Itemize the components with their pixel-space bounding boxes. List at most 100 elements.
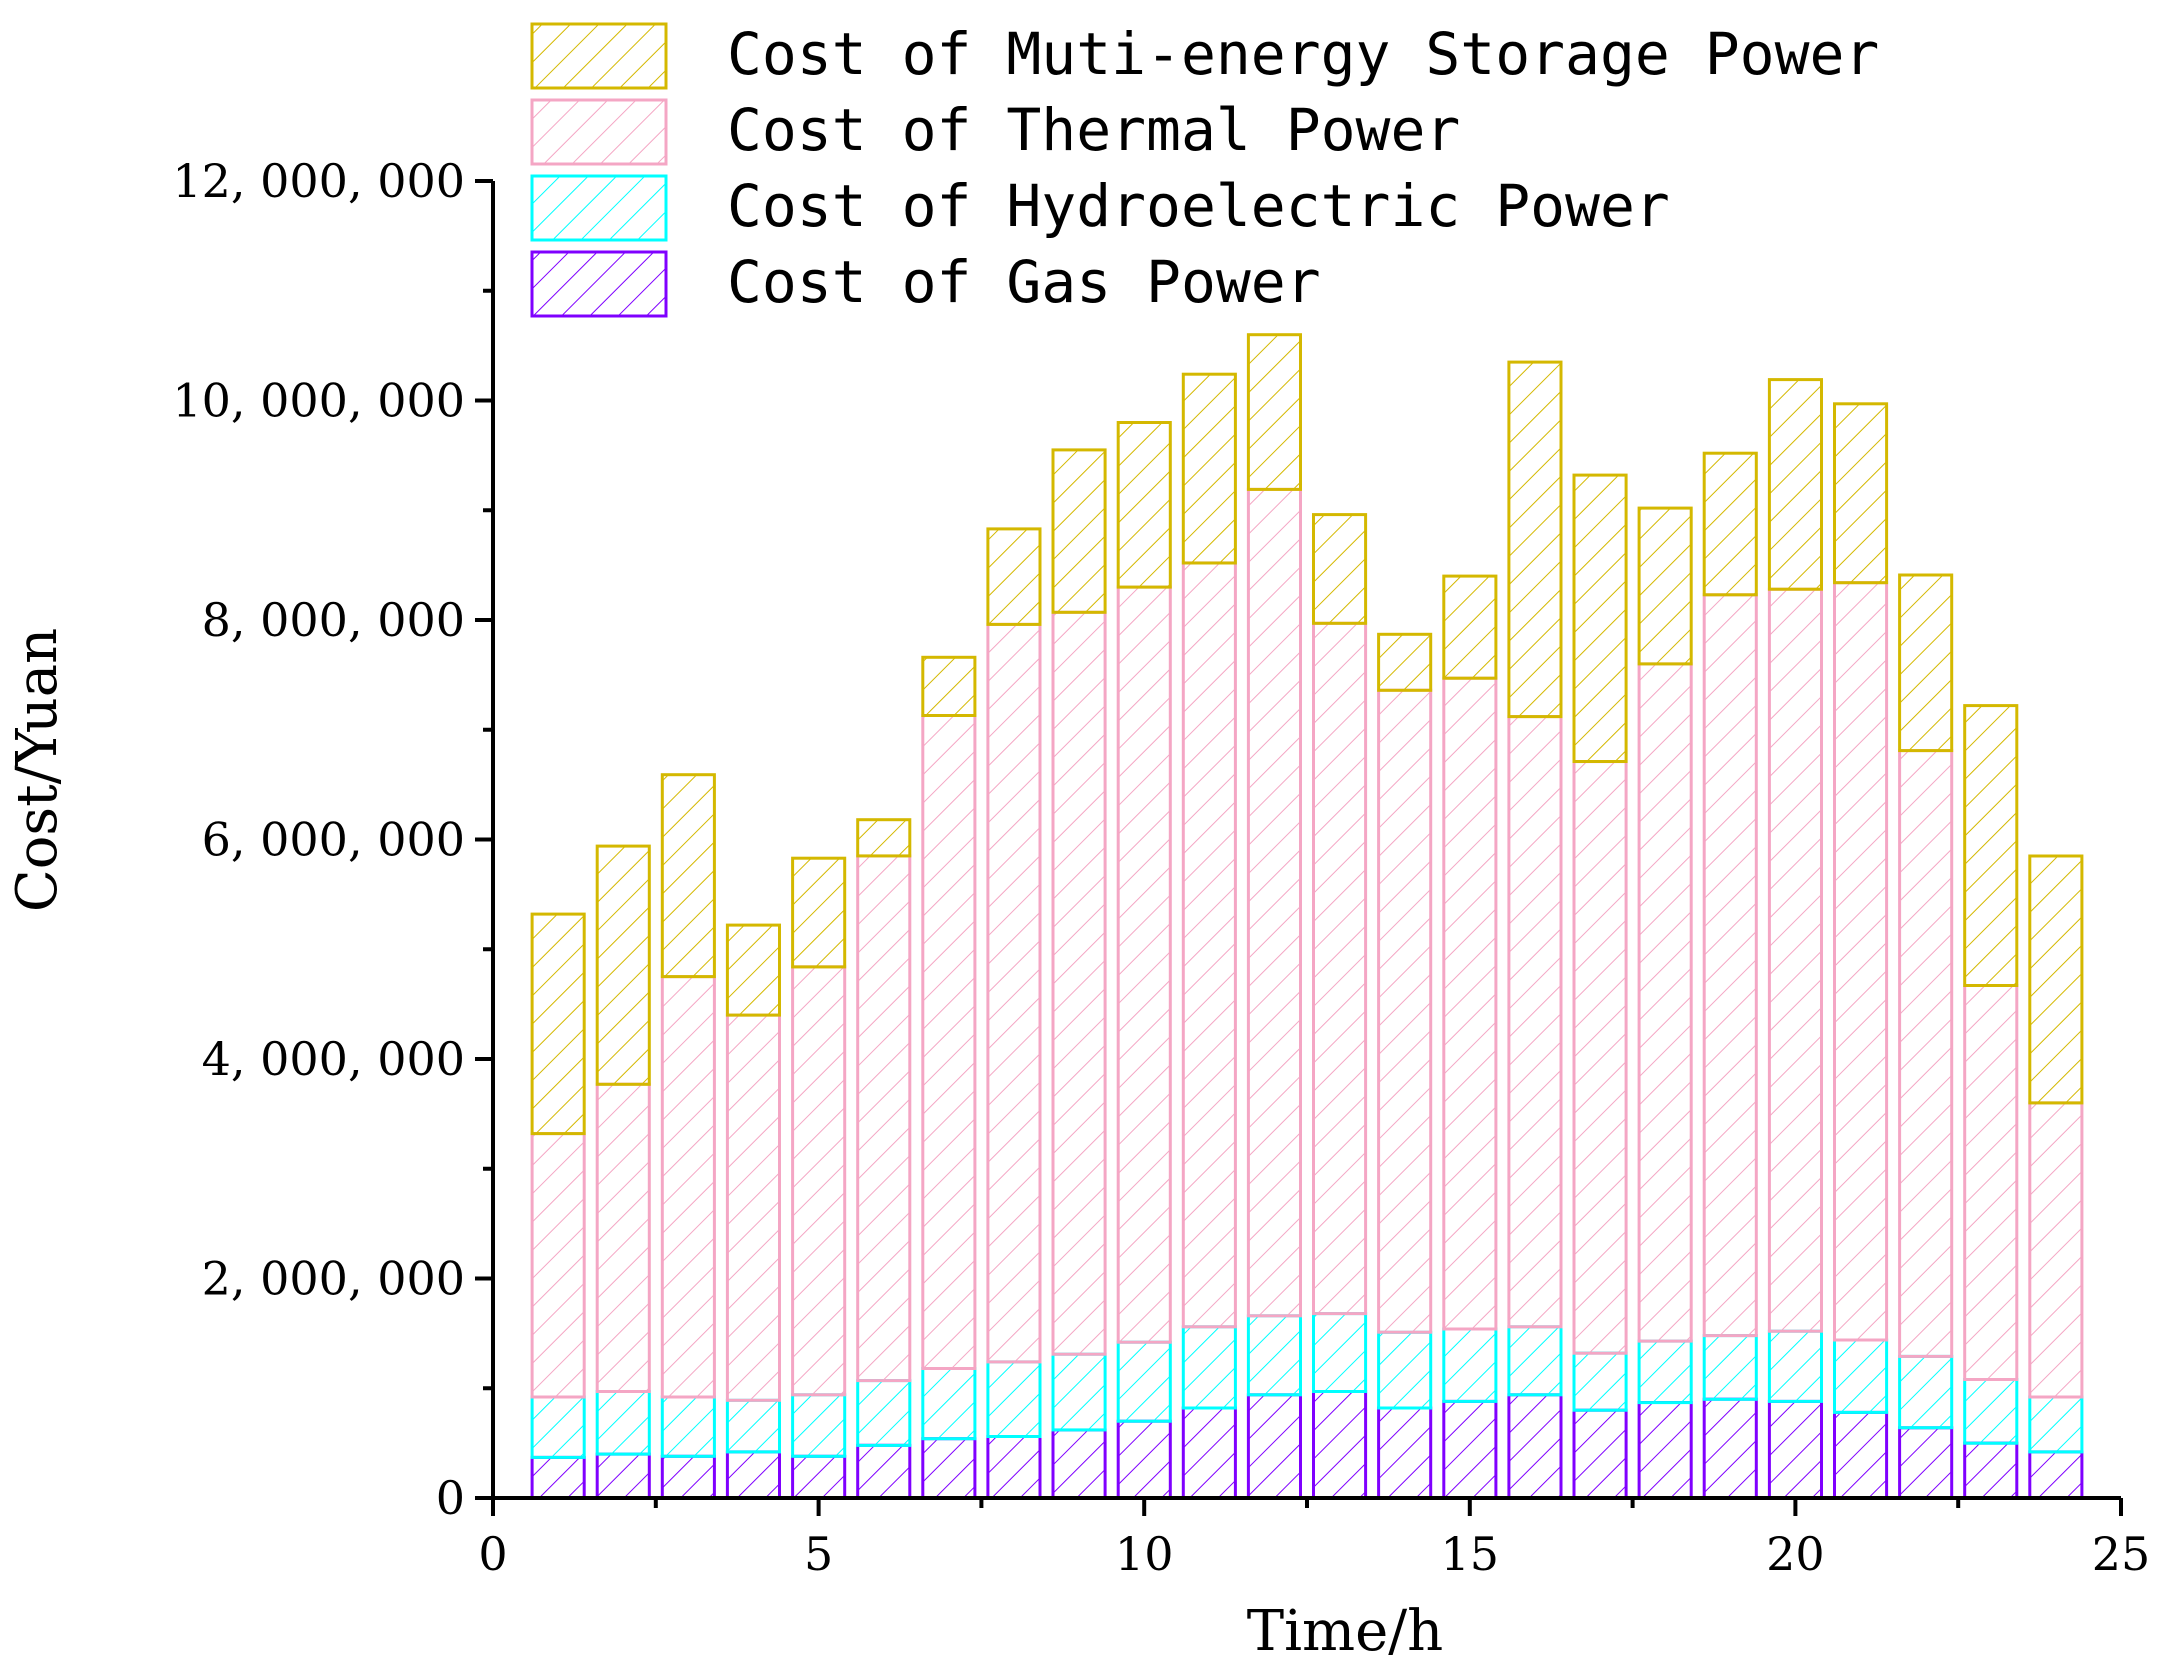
bar-segment-5-series-0 — [791, 1454, 847, 1500]
bar-segment-14-series-1 — [1377, 1330, 1433, 1410]
bar-segment-6-series-2 — [856, 854, 912, 1383]
bar-segment-8-series-0 — [986, 1435, 1042, 1500]
legend-label: Cost of Thermal Power — [727, 96, 1460, 164]
x-tick-label: 25 — [2092, 1527, 2151, 1581]
bar-segment-3-series-1 — [660, 1395, 716, 1458]
bar-segment-4-series-3 — [725, 923, 782, 1017]
bar-segment-11-series-2 — [1181, 561, 1237, 1329]
bar-segment-21-series-3 — [1833, 402, 1889, 585]
bar-segment-10-series-2 — [1116, 585, 1172, 1344]
y-tick-label: 10, 000, 000 — [172, 374, 465, 428]
bar-segment-4-series-0 — [725, 1450, 782, 1500]
bar-segment-15-series-0 — [1442, 1399, 1498, 1500]
bar-segment-16-series-1 — [1507, 1325, 1563, 1397]
legend-swatch — [530, 250, 668, 318]
bar-segment-17-series-1 — [1572, 1351, 1628, 1412]
bar-segment-16-series-3 — [1507, 360, 1563, 719]
bar-segment-13-series-2 — [1312, 621, 1368, 1316]
bar-segment-2-series-0 — [595, 1452, 651, 1500]
bar-segment-19-series-1 — [1702, 1334, 1758, 1401]
bar-segment-1-series-0 — [530, 1455, 586, 1500]
legend-swatch — [530, 174, 668, 242]
bar-segment-8-series-1 — [986, 1360, 1042, 1439]
legend-label: Cost of Gas Power — [727, 248, 1321, 316]
y-tick-label: 8, 000, 000 — [202, 593, 465, 647]
bar-segment-12-series-1 — [1246, 1314, 1303, 1397]
bar-segment-13-series-1 — [1312, 1312, 1368, 1393]
bar-segment-10-series-1 — [1116, 1340, 1172, 1423]
bar-segment-17-series-0 — [1572, 1408, 1628, 1500]
bar-segment-23-series-3 — [1963, 704, 2019, 987]
bar-segment-4-series-1 — [725, 1398, 782, 1454]
x-tick-label: 0 — [478, 1527, 507, 1581]
bar-segment-23-series-0 — [1963, 1441, 2019, 1500]
bar-segment-17-series-3 — [1572, 473, 1628, 763]
y-tick-label: 2, 000, 000 — [202, 1252, 465, 1306]
y-tick-label: 4, 000, 000 — [202, 1032, 465, 1086]
bar-segment-20-series-3 — [1767, 378, 1824, 591]
bar-segment-20-series-0 — [1767, 1399, 1824, 1500]
legend-label: Cost of Muti-energy Storage Power — [727, 20, 1879, 88]
bar-segment-14-series-2 — [1377, 688, 1433, 1334]
bar-segment-22-series-3 — [1898, 573, 1954, 753]
bar-segment-21-series-0 — [1833, 1410, 1889, 1500]
x-tick-label: 20 — [1766, 1527, 1825, 1581]
bar-segment-2-series-3 — [595, 844, 651, 1086]
bar-segment-19-series-0 — [1702, 1397, 1758, 1500]
legend-swatch — [530, 22, 668, 90]
y-tick-label: 12, 000, 000 — [172, 154, 465, 208]
bar-segment-12-series-0 — [1246, 1393, 1303, 1500]
bar-segment-14-series-3 — [1377, 632, 1433, 692]
bar-segment-5-series-2 — [791, 965, 847, 1397]
legend-swatch — [530, 98, 668, 166]
bar-segment-1-series-2 — [530, 1132, 586, 1399]
bar-segment-12-series-3 — [1246, 333, 1303, 491]
bar-segment-5-series-3 — [791, 856, 847, 969]
bar-segment-24-series-2 — [2028, 1101, 2084, 1399]
bar-segment-2-series-1 — [595, 1390, 651, 1456]
bar-segment-22-series-2 — [1898, 749, 1954, 1358]
bar-segment-1-series-1 — [530, 1395, 586, 1459]
bar-segment-15-series-2 — [1442, 676, 1498, 1331]
x-tick-label: 10 — [1115, 1527, 1174, 1581]
bar-segment-9-series-1 — [1051, 1352, 1107, 1432]
bar-segment-13-series-3 — [1312, 513, 1368, 625]
bar-segment-22-series-1 — [1898, 1354, 1954, 1430]
bar-segment-6-series-0 — [856, 1443, 912, 1500]
bar-segment-11-series-1 — [1181, 1325, 1237, 1410]
bar-segment-19-series-3 — [1702, 451, 1758, 597]
bar-segment-7-series-3 — [921, 655, 977, 717]
bar-segment-21-series-2 — [1833, 581, 1889, 1342]
bar-segment-7-series-2 — [921, 714, 977, 1370]
bar-segment-20-series-1 — [1767, 1329, 1824, 1403]
bar-segment-2-series-2 — [595, 1082, 651, 1393]
bar-segment-4-series-2 — [725, 1013, 782, 1402]
axes-layer: 0 2, 000, 000 4, 000, 000 6, 000, 000 8, 000… — [172, 154, 2150, 1581]
bar-segment-9-series-3 — [1051, 448, 1107, 614]
bar-segment-7-series-1 — [921, 1367, 977, 1441]
bar-segment-18-series-1 — [1637, 1339, 1693, 1405]
x-tick-label: 5 — [804, 1527, 833, 1581]
bar-segment-8-series-2 — [986, 622, 1042, 1364]
bar-segment-3-series-0 — [660, 1454, 716, 1500]
bar-segment-7-series-0 — [921, 1437, 977, 1500]
bar-segment-14-series-0 — [1377, 1406, 1433, 1500]
y-tick-label: 0 — [436, 1471, 465, 1525]
bar-segment-16-series-0 — [1507, 1393, 1563, 1500]
x-tick-label: 15 — [1441, 1527, 1500, 1581]
legend-label: Cost of Hydroelectric Power — [727, 172, 1670, 240]
bar-segment-18-series-3 — [1637, 506, 1693, 666]
bar-segment-23-series-1 — [1963, 1378, 2019, 1445]
bar-segment-3-series-2 — [660, 975, 716, 1399]
y-tick-label: 6, 000, 000 — [202, 813, 465, 867]
bar-segment-24-series-3 — [2028, 854, 2084, 1105]
bar-segment-6-series-1 — [856, 1379, 912, 1447]
bar-segment-19-series-2 — [1702, 593, 1758, 1338]
bar-segment-23-series-2 — [1963, 984, 2019, 1381]
bar-segment-11-series-3 — [1181, 372, 1237, 565]
bars-layer — [530, 333, 2084, 1500]
bar-segment-6-series-3 — [856, 818, 912, 858]
bar-segment-13-series-0 — [1312, 1390, 1368, 1500]
bar-segment-24-series-1 — [2028, 1395, 2084, 1454]
bar-segment-15-series-1 — [1442, 1327, 1498, 1403]
